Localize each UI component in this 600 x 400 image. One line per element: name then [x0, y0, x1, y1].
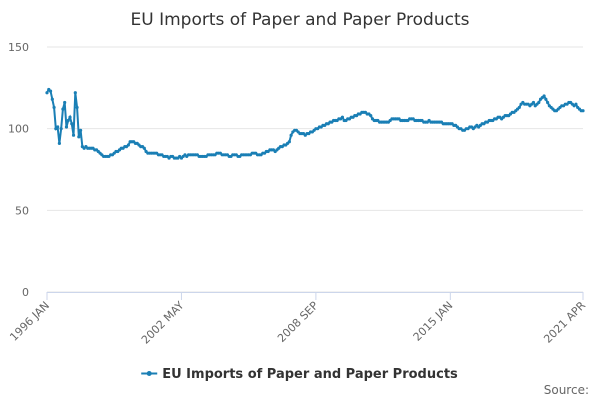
y-tick-label: 0 [22, 286, 29, 299]
x-tick-label: 2002 MAY [139, 299, 187, 347]
data-point [544, 97, 548, 101]
data-point [52, 105, 56, 110]
data-point [73, 91, 77, 95]
legend-marker [146, 371, 152, 376]
data-point [581, 109, 585, 113]
data-point [546, 100, 550, 105]
data-point [79, 128, 83, 132]
data-point [289, 133, 293, 137]
chart-title: EU Imports of Paper and Paper Products [131, 10, 470, 30]
data-point [50, 97, 54, 101]
data-point [68, 115, 72, 119]
data-point [61, 107, 65, 111]
y-tick-label: 150 [8, 41, 29, 54]
data-point [70, 122, 74, 126]
data-point [57, 141, 61, 145]
data-point [63, 100, 67, 105]
data-point [517, 105, 521, 110]
legend-item: EU Imports of Paper and Paper Products [141, 367, 458, 382]
data-point [142, 146, 146, 150]
data-point [537, 100, 541, 105]
data-point [126, 143, 130, 147]
legend-label: EU Imports of Paper and Paper Products [162, 367, 458, 382]
data-point [369, 114, 373, 118]
data-point [75, 105, 79, 110]
data-point [45, 91, 49, 95]
data-point [48, 89, 53, 93]
data-point [542, 94, 546, 98]
data-point [574, 102, 578, 106]
data-point [287, 140, 291, 144]
source: Source: [544, 383, 589, 397]
y-tick-label: 50 [15, 204, 29, 217]
data-point [77, 135, 81, 139]
x-tick-label: 1996 JAN [7, 299, 52, 344]
x-tick-label: 2008 SEP [275, 299, 321, 345]
data-point [66, 118, 70, 123]
y-tick-label: 100 [8, 123, 29, 136]
data-point [531, 100, 536, 105]
x-tick-label: 2021 APR [541, 299, 588, 346]
data-point [71, 133, 76, 137]
data-point [64, 125, 69, 129]
x-tick-label: 2015 JAN [411, 299, 456, 344]
data-point [56, 125, 60, 129]
data-point [340, 115, 345, 119]
data-point [59, 127, 63, 131]
